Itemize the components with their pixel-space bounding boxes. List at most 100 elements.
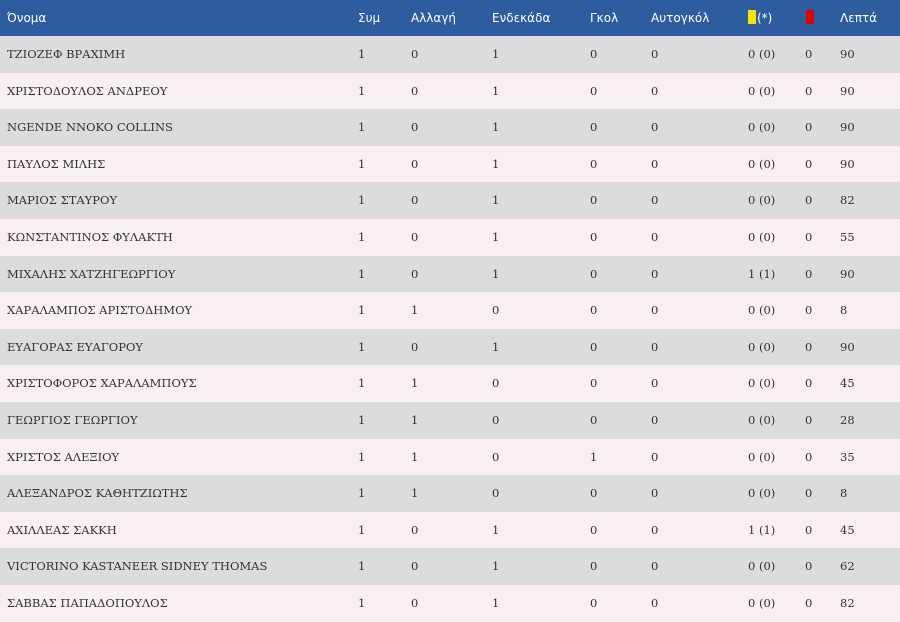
stat-cell: 0 bbox=[651, 449, 659, 464]
table-row: ΕΥΑΓΟΡΑΣ ΕΥΑΓΟΡΟΥ 1 0 1 0 0 0 (0) 0 90 bbox=[0, 328, 900, 366]
stat-cell: 0 bbox=[590, 156, 598, 171]
stat-cell: 0 bbox=[590, 559, 598, 574]
table-row: ΜΙΧΑΛΗΣ ΧΑΤΖΗΓΕΩΡΓΙΟΥ 1 0 1 0 0 1 (1) 0 90 bbox=[0, 255, 900, 293]
stat-cell: 90 bbox=[840, 83, 855, 98]
stat-cell: 0 bbox=[651, 47, 659, 61]
table-row: ΚΩΝΣΤΑΝΤΙΝΟΣ ΦΥΛΑΚΤΗ 1 0 1 0 0 0 (0) 0 55 bbox=[0, 219, 900, 256]
stat-cell: 1 bbox=[358, 339, 366, 354]
stat-cell: 0 (0) bbox=[748, 339, 776, 354]
stat-cell: 1 bbox=[358, 193, 366, 208]
stat-cell: 0 bbox=[805, 120, 813, 135]
stat-cell: 45 bbox=[840, 522, 855, 537]
stat-cell: 1 bbox=[358, 413, 366, 427]
stat-cell: 0 bbox=[590, 47, 598, 61]
stat-cell: 0 bbox=[590, 339, 598, 354]
stat-cell: 1 bbox=[492, 47, 500, 61]
player-name: NGENDE NNOKO COLLINS bbox=[7, 120, 173, 135]
stat-cell: 90 bbox=[840, 156, 855, 171]
stat-cell: 0 bbox=[805, 303, 813, 318]
table-row: ΑΛΕΞΑΝΔΡΟΣ ΚΑΘΗΤΖΙΩΤΗΣ 1 1 0 0 0 0 (0) 0 8 bbox=[0, 475, 900, 513]
table-row: ΣΑΒΒΑΣ ΠΑΠΑΔΟΠΟΥΛΟΣ 1 0 1 0 0 0 (0) 0 82 bbox=[0, 585, 900, 622]
stat-cell: 1 bbox=[492, 230, 500, 244]
stat-cell: 0 bbox=[590, 413, 598, 427]
stat-cell: 0 bbox=[590, 266, 598, 281]
stat-cell: 1 bbox=[590, 449, 598, 464]
table-row: ΧΑΡΑΛΑΜΠΟΣ ΑΡΙΣΤΟΔΗΜΟΥ 1 1 0 0 0 0 (0) 0 8 bbox=[0, 292, 900, 330]
stat-cell: 0 bbox=[411, 193, 419, 208]
stat-cell: 0 bbox=[805, 83, 813, 98]
stat-cell: 0 bbox=[805, 413, 813, 427]
stat-cell: 0 (0) bbox=[748, 376, 776, 391]
header-cell: Συμ bbox=[358, 11, 381, 25]
stat-cell: 0 bbox=[492, 303, 500, 318]
player-name: ΑΛΕΞΑΝΔΡΟΣ ΚΑΘΗΤΖΙΩΤΗΣ bbox=[7, 486, 188, 501]
stat-cell: 0 bbox=[805, 486, 813, 501]
table-row: ΜΑΡΙΟΣ ΣΤΑΥΡΟΥ 1 0 1 0 0 0 (0) 0 82 bbox=[0, 182, 900, 220]
stat-cell: 0 bbox=[651, 156, 659, 171]
stat-cell: 0 bbox=[651, 376, 659, 391]
stat-cell: 28 bbox=[840, 413, 855, 427]
stat-cell: 0 (0) bbox=[748, 303, 776, 318]
header-cell: Λεπτά bbox=[840, 11, 878, 25]
table-row: ΧΡΙΣΤΟΔΟΥΛΟΣ ΑΝΔΡΕΟΥ 1 0 1 0 0 0 (0) 0 90 bbox=[0, 72, 900, 110]
stat-cell: 90 bbox=[840, 120, 855, 135]
stat-cell: 0 (0) bbox=[748, 83, 776, 98]
stat-cell: 0 bbox=[805, 193, 813, 208]
player-name: ΧΡΙΣΤΟΣ ΑΛΕΞΙΟΥ bbox=[7, 449, 120, 464]
stat-cell: 0 bbox=[651, 486, 659, 501]
stat-cell: 0 bbox=[411, 522, 419, 537]
stat-cell: 90 bbox=[840, 266, 855, 281]
player-name: ΑΧΙΛΛΕΑΣ ΣΑΚΚΗ bbox=[7, 522, 117, 537]
stat-cell: 0 (0) bbox=[748, 413, 776, 427]
player-name: ΜΑΡΙΟΣ ΣΤΑΥΡΟΥ bbox=[7, 193, 118, 208]
stat-cell: 1 bbox=[358, 156, 366, 171]
player-name: ΜΙΧΑΛΗΣ ΧΑΤΖΗΓΕΩΡΓΙΟΥ bbox=[7, 266, 176, 281]
stat-cell: 0 bbox=[590, 120, 598, 135]
stat-cell: 0 (0) bbox=[748, 230, 776, 244]
stat-cell: 1 bbox=[358, 596, 366, 610]
red-card-icon bbox=[806, 10, 814, 24]
stat-cell: 0 bbox=[590, 193, 598, 208]
stat-cell: 1 bbox=[492, 522, 500, 537]
stat-cell: 1 bbox=[358, 522, 366, 537]
stat-cell: 55 bbox=[840, 230, 855, 244]
stat-cell: 1 bbox=[358, 230, 366, 244]
stat-cell: 0 bbox=[492, 449, 500, 464]
header-row: Όνομα Συμ Αλλαγή Ενδεκάδα Γκολ Αυτογκόλ (*) Λεπ… bbox=[0, 0, 900, 36]
stat-cell: 0 bbox=[805, 596, 813, 610]
stat-cell: 1 bbox=[358, 47, 366, 61]
stat-cell: 0 bbox=[651, 413, 659, 427]
stat-cell: 8 bbox=[840, 486, 848, 501]
player-name: VICTORINO KASTANEER SIDNEY THOMAS bbox=[7, 559, 268, 574]
stat-cell: 0 bbox=[492, 376, 500, 391]
stat-cell: 0 bbox=[651, 522, 659, 537]
table-row: VICTORINO KASTANEER SIDNEY THOMAS 1 0 1 0 0 0 … bbox=[0, 548, 900, 586]
stat-cell: 0 bbox=[805, 376, 813, 391]
stat-cell: 1 bbox=[492, 266, 500, 281]
stat-cell: 0 bbox=[590, 376, 598, 391]
stat-cell: 82 bbox=[840, 193, 855, 208]
stat-cell: 0 (0) bbox=[748, 486, 776, 501]
stat-cell: 1 bbox=[492, 596, 500, 610]
header-cell: Ενδεκάδα bbox=[492, 11, 551, 25]
player-name: ΣΑΒΒΑΣ ΠΑΠΑΔΟΠΟΥΛΟΣ bbox=[7, 596, 168, 610]
stat-cell: 0 bbox=[805, 230, 813, 244]
stat-cell: 0 (0) bbox=[748, 596, 776, 610]
stat-cell: 0 bbox=[805, 47, 813, 61]
header-cell: Γκολ bbox=[590, 11, 619, 25]
stat-cell: 1 bbox=[358, 303, 366, 318]
header-cell: (*) bbox=[757, 11, 773, 25]
stat-cell: 0 (0) bbox=[748, 449, 776, 464]
stat-cell: 0 bbox=[651, 559, 659, 574]
player-name: ΚΩΝΣΤΑΝΤΙΝΟΣ ΦΥΛΑΚΤΗ bbox=[7, 230, 173, 244]
player-name: ΤΖΙΟΖΕΦ ΒΡΑΧΙΜΗ bbox=[7, 47, 126, 61]
stat-cell: 0 bbox=[590, 522, 598, 537]
player-name: ΠΑΥΛΟΣ ΜΙΛΗΣ bbox=[7, 156, 106, 171]
stat-cell: 1 bbox=[358, 449, 366, 464]
table-row: ΑΧΙΛΛΕΑΣ ΣΑΚΚΗ 1 0 1 0 0 1 (1) 0 45 bbox=[0, 511, 900, 549]
stat-cell: 0 (0) bbox=[748, 156, 776, 171]
stat-cell: 0 bbox=[651, 230, 659, 244]
stat-cell: 0 bbox=[651, 193, 659, 208]
stat-cell: 90 bbox=[840, 47, 855, 61]
table-row: ΤΖΙΟΖΕΦ ΒΡΑΧΙΜΗ 1 0 1 0 0 0 (0) 0 90 bbox=[0, 36, 900, 73]
